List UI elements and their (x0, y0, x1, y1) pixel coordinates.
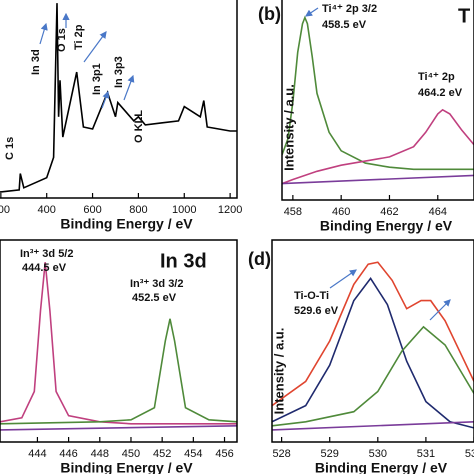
annotation: 529.6 eV (294, 305, 339, 317)
x-tick-label: 458 (284, 206, 302, 218)
plot (0, 262, 237, 431)
x-axis-label: Binding Energy / eV (60, 460, 193, 474)
y-axis-label: Intensity / a.u. (271, 328, 286, 415)
x-tick-label: 446 (59, 448, 77, 460)
x-tick-label: 456 (215, 448, 233, 460)
axes-frame (0, 0, 238, 199)
x-tick-label: 200 (0, 204, 10, 216)
x-tick-label: 800 (129, 204, 147, 216)
annotation: In³⁺ 3d 5/2 (20, 248, 74, 260)
annotation: 458.5 eV (322, 19, 367, 31)
series-line (272, 325, 474, 427)
annotation: O 1s (56, 28, 68, 52)
plot (0, 3, 237, 193)
arrow (83, 31, 107, 63)
series-line (272, 421, 474, 431)
series-line (272, 277, 474, 429)
panel-label: (b) (258, 4, 281, 24)
arrow (329, 269, 357, 289)
annotation: O KLL (133, 110, 145, 143)
x-tick-label: 444 (28, 448, 46, 460)
annotation: In 3p3 (113, 56, 125, 88)
series-line (0, 318, 237, 425)
x-tick-label: 400 (38, 204, 56, 216)
y-axis-label: Intensity / a.u. (281, 84, 296, 171)
series-line (0, 425, 237, 431)
annotation: Ti 2p (73, 24, 85, 50)
annotation: C 1s (4, 137, 16, 160)
x-tick-label: 452 (153, 448, 171, 460)
x-axis-label: Binding Energy / eV (315, 460, 448, 474)
x-tick-label: 462 (380, 206, 398, 218)
arrow (305, 7, 319, 17)
arrow (123, 74, 135, 101)
series-line (0, 3, 237, 193)
x-tick-label: 1000 (172, 204, 196, 216)
axes-frame (271, 239, 474, 443)
x-tick-label: 530 (369, 448, 387, 460)
annotation: In 3p1 (91, 63, 103, 95)
x-tick-label: 454 (184, 448, 202, 460)
x-tick-label: 1200 (218, 204, 242, 216)
x-tick-label: 531 (417, 448, 435, 460)
x-axis-label: Binding Energy / eV (320, 218, 453, 234)
annotation: 452.5 eV (132, 292, 177, 304)
axes-frame (281, 0, 474, 201)
annotation: Ti⁴⁺ 2p (418, 71, 455, 83)
axes-frame (0, 239, 238, 443)
series-line (282, 108, 474, 185)
chart-title: In 3d (160, 250, 207, 272)
x-axis-label: Binding Energy / eV (60, 216, 193, 232)
x-tick-label: 460 (332, 206, 350, 218)
annotation: Ti-O-Ti (294, 290, 329, 302)
x-tick-label: 529 (321, 448, 339, 460)
annotation: In 3d (30, 49, 42, 75)
x-tick-label: 528 (272, 448, 290, 460)
x-tick-label: 448 (91, 448, 109, 460)
series-line (272, 261, 474, 407)
series-line (0, 262, 237, 425)
arrow (39, 22, 48, 45)
plot (282, 15, 474, 185)
x-tick-label: 600 (83, 204, 101, 216)
x-tick-label: 450 (122, 448, 140, 460)
annotation: 444.5 eV (22, 262, 67, 274)
chart-title: T (458, 5, 470, 27)
annotation: 464.2 eV (418, 87, 463, 99)
x-tick-label: 464 (429, 206, 447, 218)
panel-label: (d) (248, 249, 271, 269)
series-line (282, 174, 474, 185)
arrow (101, 90, 110, 109)
series-line (282, 15, 474, 171)
x-tick-label: 532 (465, 448, 474, 460)
annotation: Ti⁴⁺ 2p 3/2 (322, 3, 377, 15)
arrow (429, 299, 451, 321)
plot (272, 261, 474, 431)
annotation: In³⁺ 3d 3/2 (130, 278, 184, 290)
